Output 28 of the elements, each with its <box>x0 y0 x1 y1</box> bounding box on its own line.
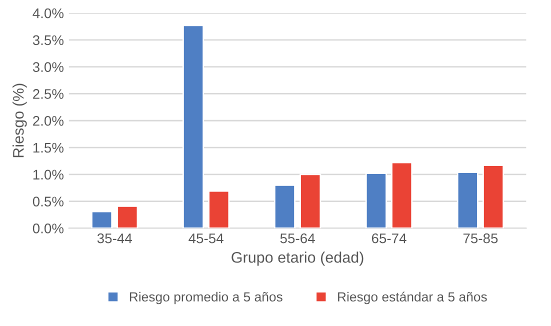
y-tick-label: 2.0% <box>33 116 64 126</box>
bar <box>365 172 387 228</box>
y-tick-label: 0.5% <box>32 196 64 206</box>
y-tick-label: 0.0% <box>32 224 64 234</box>
y-tick-label: 3.0% <box>32 62 64 72</box>
x-tick-label: 55-64 <box>280 233 315 244</box>
bar <box>91 210 113 228</box>
y-tick-label: 1.0% <box>33 170 64 180</box>
bar <box>391 162 413 228</box>
x-tick-label: 35-44 <box>97 233 132 244</box>
y-axis-title: Riesgo (%) <box>12 84 27 158</box>
bar <box>482 164 504 228</box>
y-tick-label: 4.0% <box>32 8 64 18</box>
bar <box>456 172 478 228</box>
bar <box>208 190 230 228</box>
y-tick-label: 1.5% <box>33 142 64 153</box>
bar <box>300 174 322 228</box>
y-tick-label: 3.5% <box>32 35 64 46</box>
x-tick-label: 45-54 <box>188 234 224 244</box>
x-tick-label: 75-85 <box>463 233 498 244</box>
bar <box>182 24 204 228</box>
y-tick-label: 2.5% <box>33 89 64 99</box>
bar <box>116 205 138 228</box>
legend-label: Riesgo estándar a 5 años <box>338 292 487 304</box>
x-tick-label: 65-74 <box>372 233 406 244</box>
x-axis-title: Grupo etario (edad) <box>232 252 364 266</box>
bar <box>274 184 296 228</box>
legend-label: Riesgo promedio a 5 años <box>130 292 282 304</box>
